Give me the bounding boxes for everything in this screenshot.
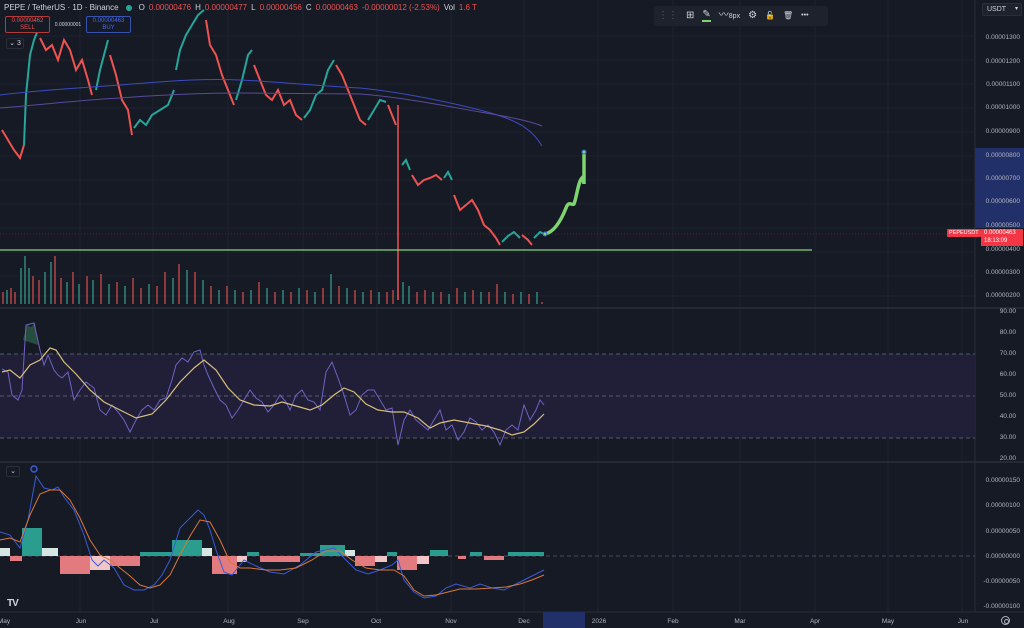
candlesticks <box>1 9 545 300</box>
line-width-icon: 〰 <box>718 9 729 21</box>
ma-slow-line <box>0 92 543 127</box>
currency-select[interactable]: USDT ▾ <box>982 3 1022 16</box>
spread-value: 0.00000001 <box>54 21 82 28</box>
projection-drawing[interactable] <box>543 150 586 236</box>
more-icon[interactable]: ••• <box>801 12 809 19</box>
volume-value: 1.6 T <box>458 3 477 12</box>
indicators-collapse-button[interactable]: ⌄ 3 <box>6 38 24 49</box>
tradingview-logo[interactable]: TV <box>7 598 19 609</box>
symbol-title[interactable]: PEPE / TetherUS · 1D · Binance <box>4 3 119 12</box>
high-value: 0.00000477 <box>204 3 248 12</box>
settings-icon[interactable]: ⚙ <box>748 10 758 21</box>
pen-color-icon[interactable]: ✎ <box>702 9 711 22</box>
template-icon[interactable]: ⊞ <box>686 10 695 21</box>
macd-line <box>0 474 545 599</box>
macd-histogram <box>0 528 544 574</box>
rsi-line <box>1 322 545 447</box>
bar-countdown: 18:13:09 <box>984 238 1008 244</box>
current-price-label: 0.00000463 18:13:09 <box>981 229 1023 246</box>
chart-settings-icon[interactable] <box>1001 616 1010 625</box>
drawing-toolbar: ⋮⋮ ⊞ ✎ 〰8px ⚙ 🔓 🗑 ••• <box>654 6 828 26</box>
trash-icon[interactable]: 🗑 <box>783 11 794 20</box>
close-value: 0.00000463 <box>315 3 358 12</box>
symbol-price-tag: PEPEUSDT <box>947 229 981 237</box>
ma-fast-line <box>0 78 543 147</box>
line-width-button[interactable]: 〰8px <box>718 9 741 21</box>
macd-collapse-button[interactable]: ⌄ <box>6 466 20 477</box>
price-range-highlight <box>975 148 1024 228</box>
volume-bars <box>2 256 543 304</box>
lock-icon[interactable]: 🔓 <box>765 11 776 20</box>
change-value: -0.00000012 (-2.53%) <box>361 3 440 12</box>
buy-button[interactable]: 0.00000463 BUY <box>86 16 131 33</box>
market-status-icon <box>125 4 132 11</box>
time-range-highlight <box>543 612 585 628</box>
symbol-legend: PEPE / TetherUS · 1D · Binance O 0.000004… <box>4 3 477 12</box>
rsi-ma-line <box>1 347 545 436</box>
signal-line <box>0 489 545 597</box>
low-value: 0.00000456 <box>259 3 302 12</box>
drag-handle-icon[interactable]: ⋮⋮ <box>658 10 678 21</box>
open-value: 0.00000476 <box>148 3 192 12</box>
trade-panel: 0.00000462 SELL 0.00000001 0.00000463 BU… <box>5 16 131 33</box>
chevron-down-icon: ▾ <box>1014 6 1018 12</box>
macd-marker-icon <box>30 465 38 473</box>
sell-button[interactable]: 0.00000462 SELL <box>5 16 50 33</box>
